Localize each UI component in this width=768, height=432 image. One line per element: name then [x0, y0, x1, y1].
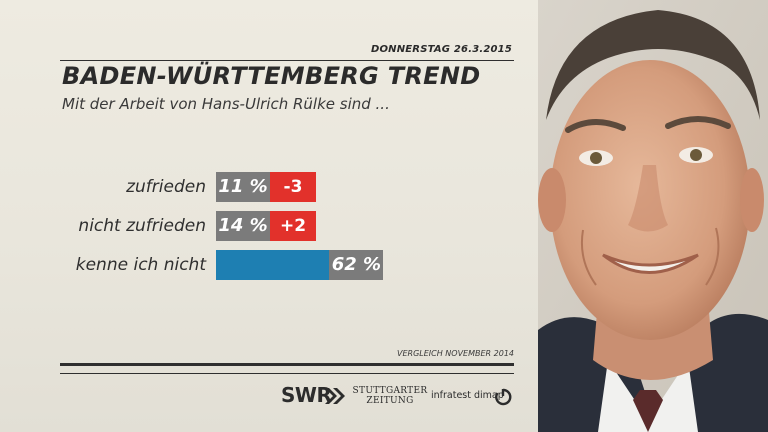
category-label: nicht zufrieden [78, 216, 206, 236]
value-label: 62 % [329, 250, 384, 280]
top-rule [60, 60, 514, 61]
value-label: 14 % [216, 211, 270, 241]
stuttgarter-zeitung-logo: STUTTGARTER ZEITUNG [352, 386, 428, 406]
swr-arrows-icon [325, 388, 345, 404]
chart-title: BADEN-WÜRTTEMBERG TREND [62, 62, 481, 90]
infratest-logo: infratest dimap [431, 390, 504, 401]
bottom-rule-thin [60, 373, 514, 374]
date-label: DONNERSTAG 26.3.2015 [370, 44, 512, 55]
bar [216, 250, 330, 280]
category-label: zufrieden [126, 177, 206, 197]
portrait-photo [538, 0, 768, 432]
logo-sz-line2: ZEITUNG [366, 396, 414, 406]
chart-subtitle: Mit der Arbeit von Hans-Ulrich Rülke sin… [62, 95, 390, 113]
change-label: +2 [270, 211, 316, 241]
swr-logo: SWR [281, 383, 332, 407]
category-label: kenne ich nicht [75, 255, 206, 275]
bottom-rule-thick [60, 363, 514, 366]
logo-sz-line1: STUTTGARTER [352, 386, 428, 396]
value-label: 11 % [216, 172, 270, 202]
change-label: -3 [270, 172, 316, 202]
infratest-icon [495, 388, 512, 406]
comparison-note: VERGLEICH NOVEMBER 2014 [396, 349, 514, 358]
